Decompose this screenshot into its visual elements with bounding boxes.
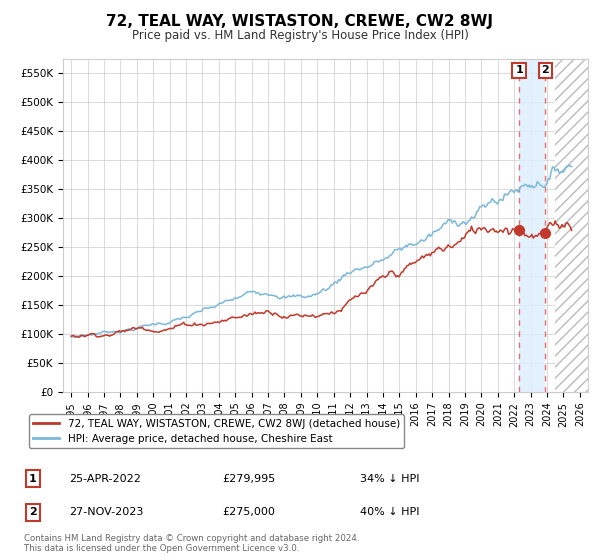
Text: 1: 1 [29,474,37,484]
Text: Contains HM Land Registry data © Crown copyright and database right 2024.
This d: Contains HM Land Registry data © Crown c… [24,534,359,553]
Bar [519,59,545,392]
Text: £275,000: £275,000 [222,507,275,517]
Text: 2: 2 [29,507,37,517]
Text: 27-NOV-2023: 27-NOV-2023 [69,507,143,517]
Text: 40% ↓ HPI: 40% ↓ HPI [360,507,419,517]
Text: 72, TEAL WAY, WISTASTON, CREWE, CW2 8WJ: 72, TEAL WAY, WISTASTON, CREWE, CW2 8WJ [107,14,493,29]
Text: 34% ↓ HPI: 34% ↓ HPI [360,474,419,484]
Text: 1: 1 [515,66,523,76]
Text: 25-APR-2022: 25-APR-2022 [69,474,141,484]
Legend: 72, TEAL WAY, WISTASTON, CREWE, CW2 8WJ (detached house), HPI: Average price, de: 72, TEAL WAY, WISTASTON, CREWE, CW2 8WJ … [29,414,404,448]
Text: Price paid vs. HM Land Registry's House Price Index (HPI): Price paid vs. HM Land Registry's House … [131,29,469,42]
Text: 2: 2 [541,66,549,76]
Text: £279,995: £279,995 [222,474,275,484]
